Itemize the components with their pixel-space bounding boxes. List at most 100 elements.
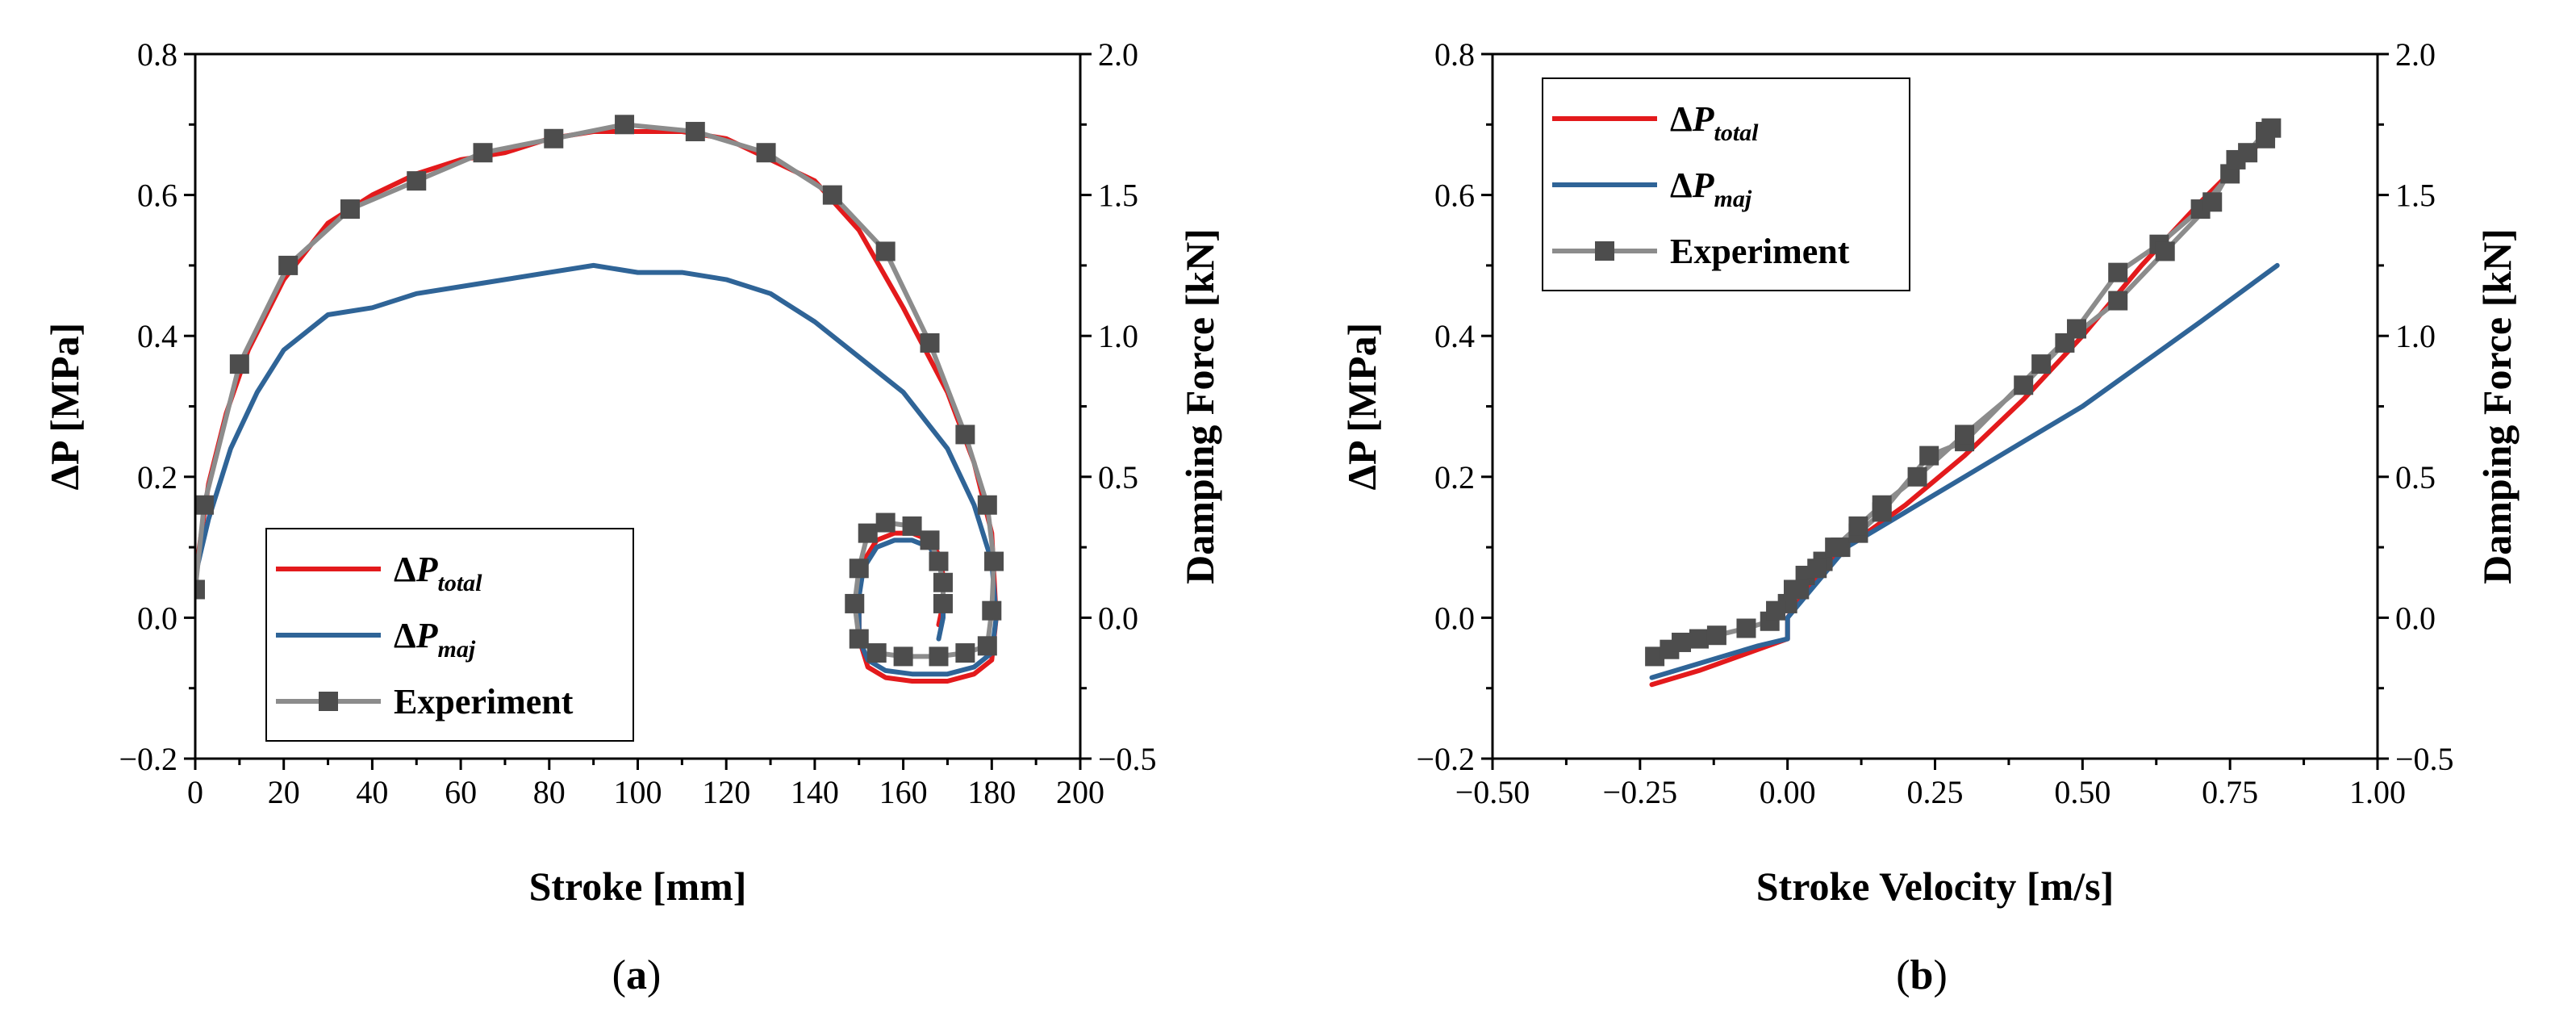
x-tick-label: 200 [1056,774,1104,810]
x-tick-label: 160 [879,774,928,810]
data-point-experiment [340,199,360,220]
data-point-experiment [229,354,249,374]
data-point-experiment [278,255,299,275]
y2-tick-label: 1.0 [2395,318,2436,354]
data-point-experiment [933,572,953,592]
y-tick-label: 0.2 [137,459,177,496]
x-tick-label: 100 [614,774,662,810]
legend-label-total: ΔPtotal [1670,99,1759,146]
x-tick-label: 0.75 [2202,774,2258,810]
data-point-experiment [929,551,949,571]
x-tick-label: 0.50 [2054,774,2110,810]
x-tick-label: −0.25 [1603,774,1678,810]
y-axis-title: ΔP [MPa] [1339,323,1384,491]
data-point-experiment [858,523,878,543]
data-point-experiment [615,115,635,135]
data-point-experiment [822,185,842,205]
data-point-experiment [1807,558,1827,579]
y2-tick-label: 0.5 [2395,459,2436,496]
y2-tick-label: −0.5 [2395,741,2454,777]
x-axis-title: Stroke Velocity [m/s] [1756,864,2114,909]
data-point-experiment [473,143,493,163]
data-point-experiment [982,600,1002,621]
data-point-experiment [849,629,869,649]
x-tick-label: 40 [356,774,388,810]
y2-axis-title: Damping Force [kN] [2474,228,2520,584]
panel-label-b: (b) [1896,952,1948,998]
x-tick-label: 0 [187,774,203,810]
legend-marker-experiment [319,692,338,711]
data-point-experiment [1848,516,1868,536]
legend: ΔPtotal ΔPmaj Experiment [1542,77,1910,291]
data-point-experiment [929,646,949,667]
y-tick-label: 0.6 [137,178,177,214]
data-point-experiment [1955,425,1975,445]
legend-label-maj: ΔPmaj [394,616,476,663]
y-tick-label: −0.2 [1416,741,1475,777]
x-tick-label: 60 [445,774,477,810]
plot-area [1645,118,2282,688]
legend-label-maj: ΔPmaj [1670,165,1752,212]
x-axis-title: Stroke [mm] [529,864,747,909]
data-point-experiment [756,143,776,163]
y2-tick-label: 0.0 [2395,600,2436,636]
y-tick-label: 0.6 [1434,178,1475,214]
data-point-experiment [195,495,214,515]
y-tick-label: 0.2 [1434,459,1475,496]
y-tick-label: 0.8 [1434,36,1475,73]
x-tick-label: 180 [967,774,1016,810]
data-point-experiment [1907,466,1927,487]
y-tick-label: 0.8 [137,36,177,73]
legend-label-experiment: Experiment [394,682,574,722]
x-tick-label: 140 [791,774,839,810]
y2-tick-label: 2.0 [2395,36,2436,73]
y2-tick-label: 1.5 [1098,178,1138,214]
data-point-experiment [2108,262,2128,282]
data-point-experiment [875,241,896,261]
y2-tick-label: 0.0 [1098,600,1138,636]
legend: ΔPtotal ΔPmaj Experiment [265,528,634,742]
panel-a-chart: 0 20 40 60 80 100 120 140 160 180 200 −0.2 0.0 0.2 0.4… [42,36,1222,909]
x-tick-label: −0.50 [1455,774,1530,810]
data-point-experiment [2108,291,2128,311]
data-point-experiment [977,636,997,656]
y2-axis-title: Damping Force [kN] [1177,228,1222,584]
data-point-experiment [955,643,975,663]
data-point-experiment [2055,333,2075,353]
series-line-maj [1649,262,2280,680]
data-point-experiment [685,122,705,142]
data-point-experiment [933,593,953,613]
data-point-experiment [1736,618,1756,638]
data-point-experiment [1766,600,1786,621]
data-point-experiment [195,579,205,600]
data-point-experiment [2014,375,2034,395]
data-point-experiment [2202,192,2223,212]
data-point-experiment [866,643,887,663]
data-point-experiment [407,171,427,191]
plot-area [195,115,1004,684]
data-point-experiment [2155,241,2175,261]
y-tick-label: 0.4 [1434,318,1475,354]
data-point-experiment [1689,629,1709,649]
panel-b-chart: −0.50 −0.25 0.00 0.25 0.50 0.75 1.00 −0.2 0.0 0.2… [1339,36,2520,909]
y2-tick-label: 0.5 [1098,459,1138,496]
data-point-experiment [984,551,1004,571]
series-line-total [1649,129,2274,688]
y-tick-label: 0.4 [137,318,177,354]
data-point-experiment [955,425,975,445]
y-tick-label: 0.0 [1434,600,1475,636]
y2-tick-label: 1.0 [1098,318,1138,354]
x-tick-label: 120 [702,774,750,810]
data-point-experiment [920,530,940,550]
data-point-experiment [875,512,896,533]
y2-tick-label: 2.0 [1098,36,1138,73]
data-point-experiment [1672,632,1692,652]
x-tick-label: 1.00 [2349,774,2406,810]
data-point-experiment [2031,354,2052,374]
x-tick-label: 80 [533,774,566,810]
data-point-experiment [977,495,997,515]
data-point-experiment [2226,149,2246,169]
data-point-experiment [1872,495,1892,515]
y-axis-title: ΔP [MPa] [42,323,87,491]
series-line-maj [195,262,999,621]
